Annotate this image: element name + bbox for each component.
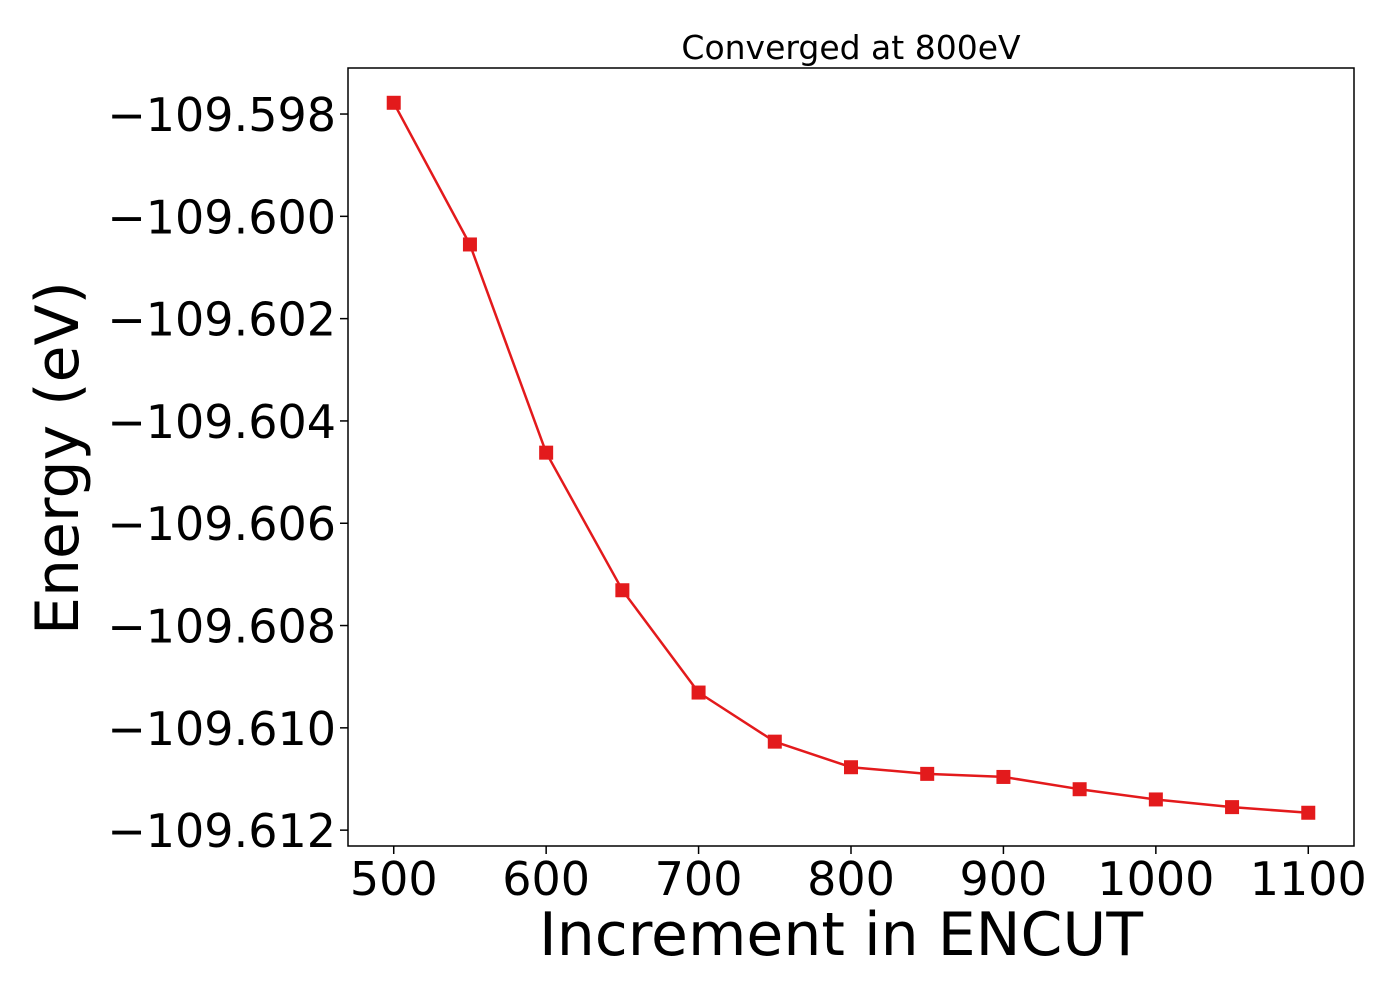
- y-tick-label: −109.604: [107, 395, 336, 449]
- data-point: [386, 95, 401, 110]
- series-layer: [386, 95, 1316, 820]
- plot-area: [347, 67, 1355, 847]
- x-tick-label: 700: [655, 852, 743, 906]
- data-point: [920, 766, 935, 781]
- series-line: [392, 102, 1309, 815]
- data-point: [767, 734, 782, 749]
- x-tick-label: 600: [502, 852, 590, 906]
- chart-title: Converged at 800eV: [681, 28, 1021, 67]
- y-tick-label: −109.608: [107, 600, 336, 654]
- x-axis: 500 600 700 800 900 1000 1100: [350, 846, 1367, 906]
- x-axis-label: Increment in ENCUT: [539, 900, 1143, 970]
- x-tick-label: 1000: [1097, 852, 1214, 906]
- data-point: [462, 237, 477, 252]
- x-tick-label: 900: [960, 852, 1048, 906]
- y-tick-label: −109.598: [107, 88, 336, 142]
- y-tick-label: −109.600: [107, 190, 336, 244]
- y-axis-label: Energy (eV): [23, 281, 93, 635]
- data-point: [691, 685, 706, 700]
- data-point: [1072, 782, 1087, 797]
- y-tick-label: −109.606: [107, 497, 336, 551]
- data-point: [996, 769, 1011, 784]
- data-point: [1148, 792, 1163, 807]
- y-axis: −109.598 −109.600 −109.602 −109.604 −109.606…: [107, 88, 348, 858]
- x-tick-label: 1100: [1250, 852, 1367, 906]
- data-point: [1301, 805, 1316, 820]
- y-tick-label: −109.602: [107, 293, 336, 347]
- data-point: [539, 445, 554, 460]
- x-tick-label: 500: [350, 852, 438, 906]
- data-point: [844, 760, 858, 775]
- y-tick-label: −109.610: [107, 702, 336, 756]
- data-point: [615, 583, 630, 598]
- plot-frame: [347, 67, 1355, 847]
- x-tick-label: 800: [807, 852, 895, 906]
- y-tick-label: −109.612: [107, 804, 336, 858]
- data-point: [1225, 800, 1240, 815]
